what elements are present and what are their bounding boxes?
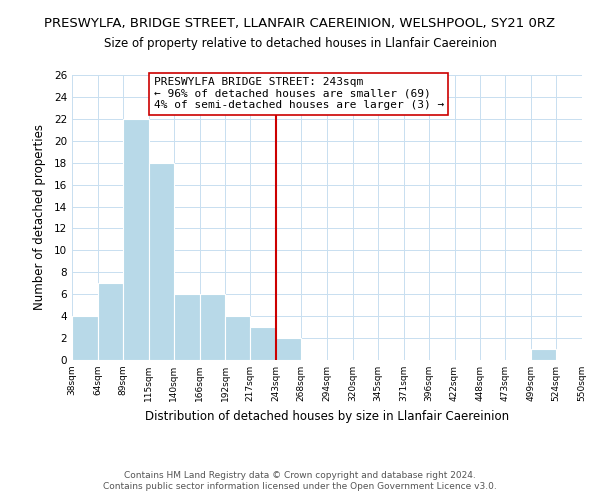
Text: Contains public sector information licensed under the Open Government Licence v3: Contains public sector information licen… [103,482,497,491]
Text: PRESWYLFA BRIDGE STREET: 243sqm
← 96% of detached houses are smaller (69)
4% of : PRESWYLFA BRIDGE STREET: 243sqm ← 96% of… [154,77,444,110]
Bar [276,338,301,360]
Text: Contains HM Land Registry data © Crown copyright and database right 2024.: Contains HM Land Registry data © Crown c… [124,471,476,480]
Bar [226,316,250,360]
Bar [531,349,556,360]
Bar [72,316,98,360]
Text: Size of property relative to detached houses in Llanfair Caereinion: Size of property relative to detached ho… [104,38,496,51]
Bar [250,327,276,360]
Text: PRESWYLFA, BRIDGE STREET, LLANFAIR CAEREINION, WELSHPOOL, SY21 0RZ: PRESWYLFA, BRIDGE STREET, LLANFAIR CAERE… [44,18,556,30]
Bar [123,119,149,360]
X-axis label: Distribution of detached houses by size in Llanfair Caereinion: Distribution of detached houses by size … [145,410,509,422]
Bar [199,294,226,360]
Bar [173,294,199,360]
Y-axis label: Number of detached properties: Number of detached properties [32,124,46,310]
Bar [149,162,173,360]
Bar [98,284,123,360]
